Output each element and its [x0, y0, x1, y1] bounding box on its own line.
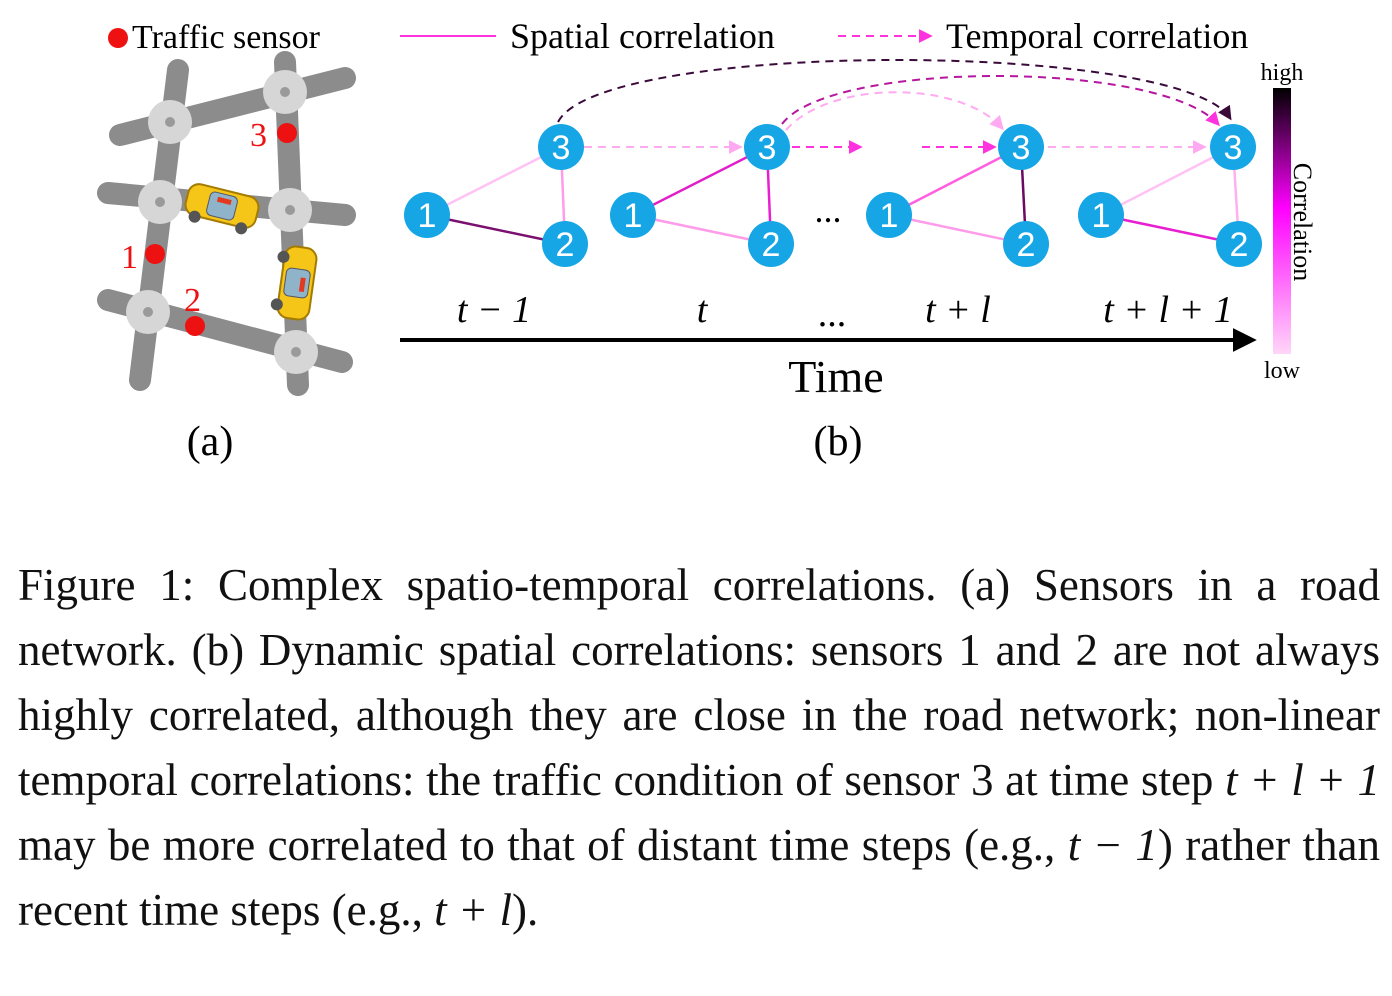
intersection-marker — [263, 70, 307, 114]
sensor-2-label: 2 — [184, 282, 201, 319]
intersection-marker — [148, 100, 192, 144]
sensor-dot — [277, 123, 297, 143]
legend-sensor-label: Traffic sensor — [132, 19, 321, 56]
panel-a-label: (a) — [187, 419, 234, 465]
spatial-edge — [426, 145, 562, 217]
colorbar-high-label: high — [1261, 60, 1304, 86]
caption-text: Figure 1: Complex spatio-temporal correl… — [18, 560, 1380, 805]
caption-text: ) rather than recent time steps (e.g., — [18, 820, 1380, 935]
svg-text:2: 2 — [1230, 226, 1249, 264]
time-step-label: t + l — [925, 289, 991, 331]
intersection-marker — [268, 188, 312, 232]
node-1: 1 — [404, 192, 450, 238]
caption-math: t + l + 1 — [1225, 755, 1380, 805]
legend-temporal-label: Temporal correlation — [946, 16, 1248, 56]
svg-text:3: 3 — [758, 129, 777, 167]
time-step-label: ... — [818, 293, 847, 335]
intersection-marker — [126, 290, 170, 334]
node-3: 3 — [998, 124, 1044, 170]
spatial-edge — [888, 213, 1027, 246]
caption-text: may be more correlated to that of distan… — [18, 820, 1068, 870]
graph-ellipsis: ... — [815, 190, 842, 230]
car-icon — [270, 245, 318, 321]
svg-text:3: 3 — [1224, 129, 1243, 167]
node-2: 2 — [542, 221, 588, 267]
sensor-dot — [185, 316, 205, 336]
correlation-colorbar: high Correlation low — [1261, 60, 1317, 384]
graph-nodes: 1 3 2 1 3 2 1 3 2 1 3 2 — [404, 124, 1262, 267]
caption-math: t + l — [434, 885, 512, 935]
intersection-marker — [274, 330, 318, 374]
car-icon — [184, 183, 260, 235]
sensor-dot — [145, 244, 165, 264]
temporal-arc-mid — [781, 75, 1220, 127]
caption-text: ). — [511, 885, 539, 935]
svg-text:1: 1 — [880, 197, 899, 235]
node-3: 3 — [538, 124, 584, 170]
node-1: 1 — [610, 192, 656, 238]
svg-text:2: 2 — [1017, 226, 1036, 264]
intersection-marker — [138, 180, 182, 224]
figure-1: Traffic sensor Spatial correlation Tempo… — [97, 16, 1317, 465]
sensor-1-label: 1 — [121, 239, 138, 276]
colorbar-gradient — [1273, 88, 1291, 354]
spatial-edge — [632, 213, 772, 246]
svg-text:1: 1 — [1092, 197, 1111, 235]
road-network: 3 1 2 — [97, 51, 356, 396]
node-3: 3 — [744, 124, 790, 170]
svg-text:3: 3 — [552, 129, 571, 167]
svg-text:1: 1 — [624, 197, 643, 235]
svg-text:2: 2 — [556, 226, 575, 264]
sensor-3-label: 3 — [250, 117, 267, 154]
spatial-edge — [1100, 145, 1234, 217]
caption-math: t − 1 — [1067, 820, 1158, 870]
svg-text:1: 1 — [418, 197, 437, 235]
colorbar-title: Correlation — [1288, 163, 1317, 281]
node-2: 2 — [1216, 221, 1262, 267]
node-1: 1 — [866, 192, 912, 238]
svg-text:2: 2 — [762, 226, 781, 264]
node-2: 2 — [1003, 221, 1049, 267]
time-step-label: t + l + 1 — [1103, 289, 1232, 331]
time-step-label: t − 1 — [457, 289, 531, 331]
time-axis-label: Time — [788, 351, 883, 402]
node-2: 2 — [748, 221, 794, 267]
temporal-arcs — [557, 59, 1232, 131]
intersections — [126, 70, 318, 374]
colorbar-low-label: low — [1264, 358, 1301, 384]
temporal-arc-long — [557, 59, 1232, 123]
spatial-edge — [1100, 213, 1240, 246]
spatial-edge — [888, 145, 1022, 217]
figure-caption: Figure 1: Complex spatio-temporal correl… — [18, 553, 1380, 943]
spatial-edge — [426, 213, 566, 246]
spatial-edge — [632, 145, 768, 217]
time-step-labels: t − 1 t ... t + l t + l + 1 — [457, 289, 1233, 335]
svg-text:3: 3 — [1012, 129, 1031, 167]
legend-spatial-label: Spatial correlation — [510, 16, 775, 56]
legend: Traffic sensor Spatial correlation Tempo… — [108, 16, 1248, 56]
time-step-label: t — [697, 289, 709, 331]
node-3: 3 — [1210, 124, 1256, 170]
node-1: 1 — [1078, 192, 1124, 238]
temporal-arc-short — [785, 91, 1004, 131]
sensor-legend-dot — [108, 28, 128, 48]
panel-b-label: (b) — [814, 419, 863, 465]
